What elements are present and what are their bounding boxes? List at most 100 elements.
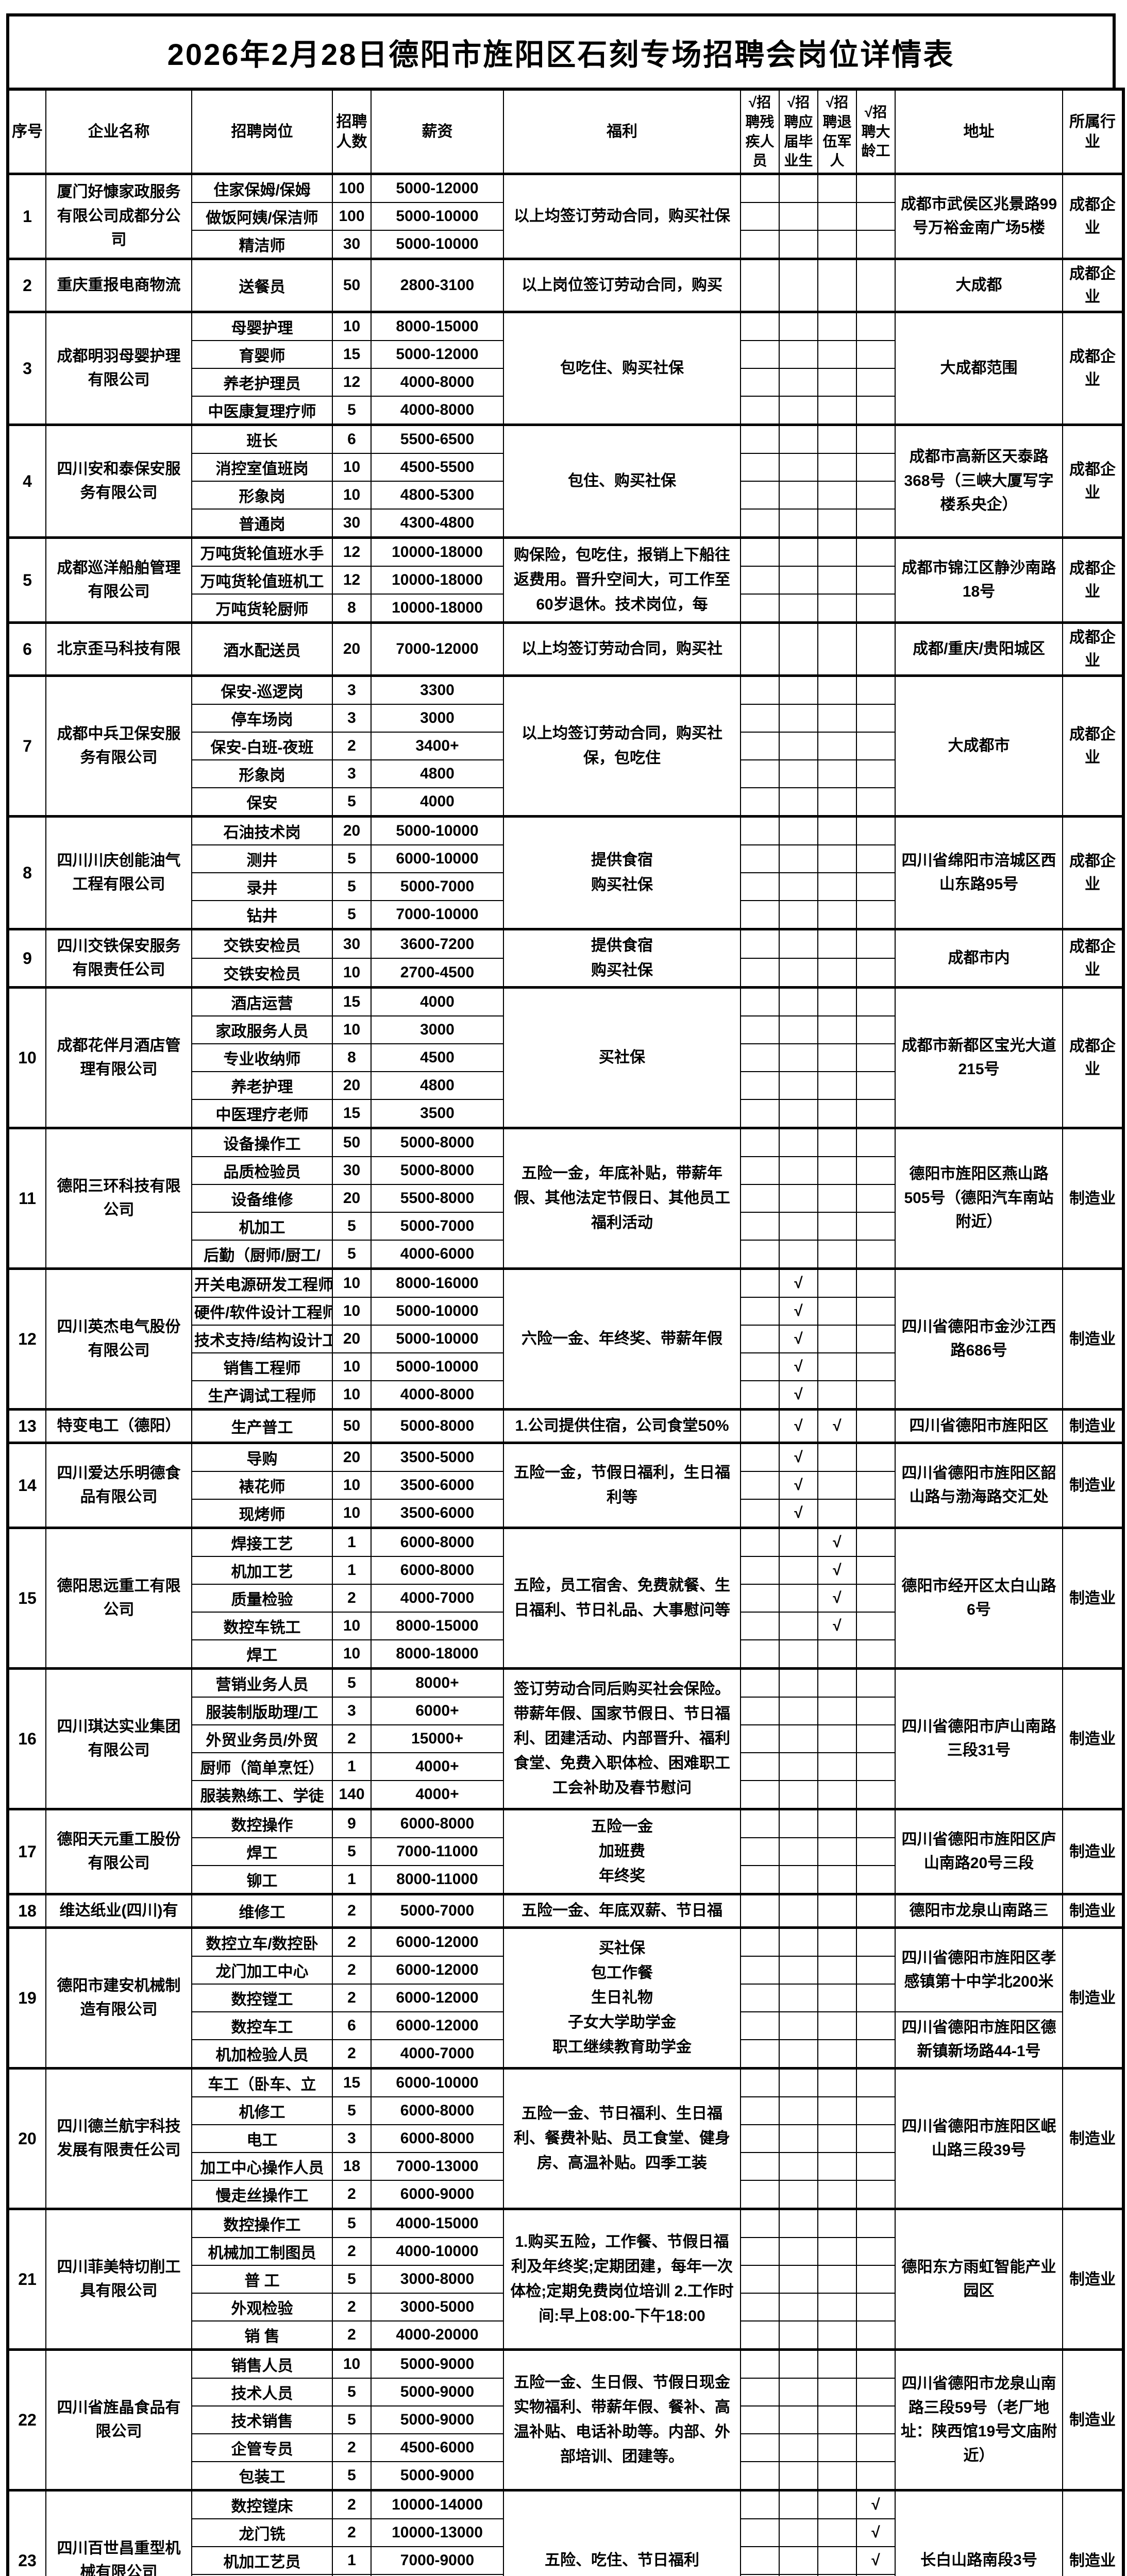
check-veteran-cell — [817, 2293, 857, 2322]
position-salary: 3000 — [371, 1015, 504, 1045]
check-disabled-cell — [740, 815, 780, 846]
position-row: 5 成都巡洋船舶管理有限公司 万吨货轮值班水手 12 10000-18000 购保险，包吃… — [7, 536, 1124, 623]
position-name: 外观检验 — [191, 2293, 333, 2322]
check-disabled-cell — [740, 1442, 780, 1472]
position-count: 15 — [332, 2067, 372, 2098]
position-name: 家政服务人员 — [191, 1015, 333, 1045]
check-older-cell — [856, 928, 896, 959]
check-veteran-cell — [817, 2433, 857, 2463]
position-count: 1 — [332, 1752, 372, 1782]
company-welfare: 五险、吃住、节日福利 — [503, 2489, 741, 2576]
position-count: 100 — [332, 173, 372, 204]
position-count: 10 — [332, 453, 372, 482]
check-older-cell — [856, 536, 896, 567]
check-veteran-cell — [817, 1380, 857, 1410]
check-disabled-cell — [740, 2378, 780, 2407]
position-count: 2 — [332, 2518, 372, 2548]
company-number: 17 — [7, 1808, 46, 1895]
position-count: 2 — [332, 1584, 372, 1613]
check-disabled-cell — [740, 2546, 780, 2575]
position-name: 保安 — [191, 787, 333, 817]
check-veteran-cell — [817, 396, 857, 426]
position-salary: 5000-10000 — [371, 1297, 504, 1326]
check-graduate-cell — [779, 566, 818, 595]
check-veteran-cell — [817, 732, 857, 761]
position-salary: 8000-15000 — [371, 1612, 504, 1641]
position-salary: 6000-12000 — [371, 1926, 504, 1957]
check-disabled-cell — [740, 1325, 780, 1354]
position-row: 保安-白班-夜班 2 3400+ — [8, 732, 1123, 761]
check-older-cell — [856, 1043, 896, 1073]
check-older-cell — [856, 1893, 896, 1928]
position-salary: 5000-10000 — [371, 1325, 504, 1354]
position-name: 停车场岗 — [191, 704, 333, 733]
position-row: 万吨货轮厨师 8 10000-18000 — [8, 594, 1123, 623]
check-veteran-cell — [817, 1471, 857, 1500]
position-row: 外贸业务员/外贸 2 15000+ — [8, 1724, 1123, 1754]
check-graduate-cell — [779, 815, 818, 846]
position-count: 2 — [332, 2489, 372, 2520]
check-disabled-cell — [740, 368, 780, 397]
check-older-cell — [856, 1584, 896, 1613]
check-disabled-cell — [740, 1984, 780, 2013]
check-disabled-cell — [740, 1499, 780, 1529]
position-row: 精洁师 30 5000-10000 — [8, 230, 1123, 260]
company-industry: 制造业 — [1062, 1893, 1124, 1928]
position-row: 养老护理 20 4800 — [8, 1071, 1123, 1100]
check-graduate-cell: √ — [779, 1297, 818, 1326]
company-name: 成都巡洋船舶管理有限公司 — [45, 536, 192, 623]
company-number: 8 — [7, 815, 46, 930]
check-older-cell — [856, 872, 896, 902]
position-count: 30 — [332, 509, 372, 538]
company-address: 成都市锦江区静沙南路18号 — [895, 536, 1063, 623]
check-graduate-cell: √ — [779, 1442, 818, 1472]
company-welfare: 以上均签订劳动合同，购买社保 — [503, 173, 741, 260]
company-number: 5 — [7, 536, 46, 623]
company-address: 四川省德阳市旌阳区孝感镇第十中学北200米 — [895, 1926, 1063, 2013]
check-disabled-cell — [740, 2405, 780, 2435]
check-veteran-cell — [817, 1837, 857, 1867]
check-veteran-cell — [817, 2237, 857, 2266]
position-name: 钻井 — [191, 900, 333, 930]
check-disabled-cell — [740, 704, 780, 733]
position-salary: 10000-18000 — [371, 566, 504, 595]
check-disabled-cell — [740, 1667, 780, 1698]
position-count: 5 — [332, 2378, 372, 2407]
check-graduate-cell — [779, 2067, 818, 2098]
position-row: 万吨货轮值班机工 12 10000-18000 — [8, 566, 1123, 595]
position-count: 30 — [332, 1156, 372, 1185]
check-disabled-cell — [740, 872, 780, 902]
position-salary: 4000-7000 — [371, 2039, 504, 2069]
check-veteran-cell — [817, 509, 857, 538]
check-veteran-cell — [817, 2011, 857, 2041]
company-address: 大成都市 — [895, 674, 1063, 817]
position-row: 4 四川安和泰保安服务有限公司 班长 6 5500-6500 包住、购买社保 成都市高新区天… — [7, 423, 1124, 538]
position-count: 100 — [332, 202, 372, 231]
company-industry: 制造业 — [1062, 2208, 1124, 2350]
check-older-cell — [856, 1240, 896, 1269]
check-disabled-cell — [740, 566, 780, 595]
check-graduate-cell — [779, 2433, 818, 2463]
position-count: 2 — [332, 1926, 372, 1957]
position-row: 20 四川德兰航宇科技发展有限责任公司 车工（卧车、立 15 6000-10000 五险一… — [7, 2067, 1124, 2210]
check-veteran-cell — [817, 2574, 857, 2576]
company-name: 德阳市建安机械制造有限公司 — [45, 1926, 192, 2069]
position-name: 班长 — [191, 423, 333, 454]
check-graduate-cell — [779, 872, 818, 902]
table-header: 序号 企业名称 招聘岗位 招聘人数 薪资 福利 √招聘残疾人员 √招聘应届毕业生… — [7, 89, 1124, 175]
position-salary: 4000-20000 — [371, 2320, 504, 2350]
position-name: 交铁安检员 — [191, 928, 333, 959]
position-count: 50 — [332, 1127, 372, 1158]
check-veteran-cell — [817, 759, 857, 789]
position-salary: 3400+ — [371, 732, 504, 761]
header-flag-older: √招聘大龄工 — [856, 89, 896, 175]
check-disabled-cell — [740, 202, 780, 231]
position-row: 消控室值班岗 10 4500-5500 — [8, 453, 1123, 482]
check-older-cell — [856, 1380, 896, 1410]
position-salary: 8000-15000 — [371, 311, 504, 342]
position-salary: 3000-5000 — [371, 2293, 504, 2322]
position-salary: 3600-7200 — [371, 928, 504, 959]
position-name: 企管专员 — [191, 2433, 333, 2463]
table-body: 1 厦门好慷家政服务有限公司成都分公司 住家保姆/保姆 100 5000-12000 以上… — [7, 173, 1124, 2576]
position-salary: 5500-8000 — [371, 1184, 504, 1213]
